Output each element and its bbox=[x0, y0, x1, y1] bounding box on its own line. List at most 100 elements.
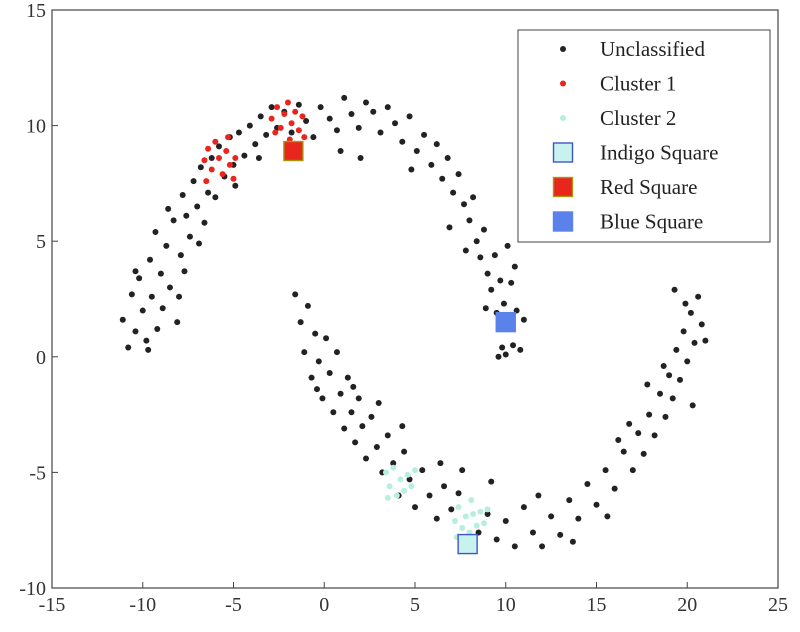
unclassified-point bbox=[326, 115, 333, 122]
unclassified-point bbox=[263, 131, 270, 138]
unclassified-point bbox=[517, 346, 524, 353]
unclassified-point bbox=[433, 515, 440, 522]
unclassified-point bbox=[357, 154, 364, 161]
unclassified-point bbox=[268, 104, 275, 111]
unclassified-point bbox=[575, 515, 582, 522]
unclassified-point bbox=[348, 409, 355, 416]
unclassified-point bbox=[461, 201, 468, 208]
unclassified-point bbox=[212, 194, 219, 201]
unclassified-point bbox=[255, 154, 262, 161]
cluster-1-point bbox=[272, 129, 279, 136]
unclassified-point bbox=[163, 242, 170, 249]
cluster-2-point bbox=[470, 511, 477, 518]
y-tick-label: 10 bbox=[26, 116, 46, 138]
unclassified-point bbox=[437, 460, 444, 467]
unclassified-point bbox=[651, 432, 658, 439]
unclassified-point bbox=[441, 483, 448, 490]
legend-red-square-swatch bbox=[552, 176, 574, 198]
cluster-1-point bbox=[292, 108, 299, 115]
unclassified-point bbox=[426, 492, 433, 499]
unclassified-point bbox=[128, 291, 135, 298]
unclassified-point bbox=[401, 448, 408, 455]
cluster-2-point bbox=[401, 487, 408, 494]
unclassified-point bbox=[297, 319, 304, 326]
x-tick-label: 25 bbox=[768, 594, 788, 616]
unclassified-point bbox=[480, 226, 487, 233]
unclassified-point bbox=[450, 189, 457, 196]
unclassified-point bbox=[308, 374, 315, 381]
unclassified-point bbox=[373, 443, 380, 450]
y-tick-label: 0 bbox=[36, 347, 46, 369]
unclassified-point bbox=[348, 111, 355, 118]
unclassified-point bbox=[502, 517, 509, 524]
unclassified-point bbox=[640, 450, 647, 457]
unclassified-point bbox=[691, 339, 698, 346]
legend-cluster-2-swatch bbox=[560, 115, 566, 121]
unclassified-point bbox=[413, 148, 420, 155]
unclassified-point bbox=[500, 300, 507, 307]
unclassified-point bbox=[154, 326, 161, 333]
unclassified-point bbox=[143, 337, 150, 344]
unclassified-point bbox=[473, 238, 480, 245]
unclassified-point bbox=[673, 346, 680, 353]
unclassified-point bbox=[448, 506, 455, 513]
cluster-1-point bbox=[299, 113, 306, 120]
x-tick-label: 10 bbox=[496, 594, 516, 616]
unclassified-point bbox=[377, 129, 384, 136]
unclassified-point bbox=[684, 358, 691, 365]
x-tick-label: -15 bbox=[39, 594, 66, 616]
x-tick-label: 15 bbox=[587, 594, 607, 616]
unclassified-point bbox=[455, 490, 462, 497]
cluster-1-point bbox=[226, 161, 233, 168]
unclassified-point bbox=[470, 194, 477, 201]
cluster-1-point bbox=[288, 120, 295, 127]
cluster-1-point bbox=[281, 111, 288, 118]
unclassified-point bbox=[166, 284, 173, 291]
unclassified-point bbox=[611, 485, 618, 492]
unclassified-point bbox=[132, 328, 139, 335]
unclassified-point bbox=[315, 358, 322, 365]
cluster-2-point bbox=[455, 504, 462, 511]
unclassified-point bbox=[337, 390, 344, 397]
unclassified-point bbox=[439, 175, 446, 182]
indigo-square-marker bbox=[457, 533, 478, 555]
cluster-2-point bbox=[390, 464, 397, 471]
unclassified-point bbox=[215, 143, 222, 150]
unclassified-point bbox=[252, 141, 259, 148]
unclassified-point bbox=[702, 337, 709, 344]
unclassified-point bbox=[301, 349, 308, 356]
unclassified-point bbox=[399, 138, 406, 145]
unclassified-point bbox=[326, 369, 333, 376]
unclassified-point bbox=[419, 467, 426, 474]
unclassified-point bbox=[557, 531, 564, 538]
unclassified-point bbox=[511, 263, 518, 270]
unclassified-point bbox=[495, 353, 502, 360]
unclassified-point bbox=[520, 316, 527, 323]
legend-cluster-1-label: Cluster 1 bbox=[600, 72, 676, 96]
cluster-1-point bbox=[208, 166, 215, 173]
unclassified-point bbox=[232, 182, 239, 189]
cluster-2-point bbox=[408, 483, 415, 490]
x-tick-label: 5 bbox=[410, 594, 420, 616]
unclassified-point bbox=[246, 122, 253, 129]
unclassified-point bbox=[392, 120, 399, 127]
unclassified-point bbox=[635, 430, 642, 437]
cluster-1-point bbox=[232, 154, 239, 161]
legend-cluster-2-label: Cluster 2 bbox=[600, 106, 676, 130]
unclassified-point bbox=[177, 252, 184, 259]
unclassified-point bbox=[147, 256, 154, 263]
unclassified-point bbox=[295, 101, 302, 108]
cluster-1-point bbox=[295, 127, 302, 134]
unclassified-point bbox=[488, 478, 495, 485]
unclassified-point bbox=[359, 423, 366, 430]
unclassified-point bbox=[384, 432, 391, 439]
unclassified-point bbox=[406, 476, 413, 483]
x-tick-label: -5 bbox=[225, 594, 242, 616]
unclassified-point bbox=[602, 467, 609, 474]
unclassified-point bbox=[669, 395, 676, 402]
legend-blue-square-swatch bbox=[552, 211, 574, 232]
y-tick-label: 15 bbox=[26, 0, 46, 22]
unclassified-point bbox=[502, 351, 509, 358]
unclassified-point bbox=[174, 319, 181, 326]
